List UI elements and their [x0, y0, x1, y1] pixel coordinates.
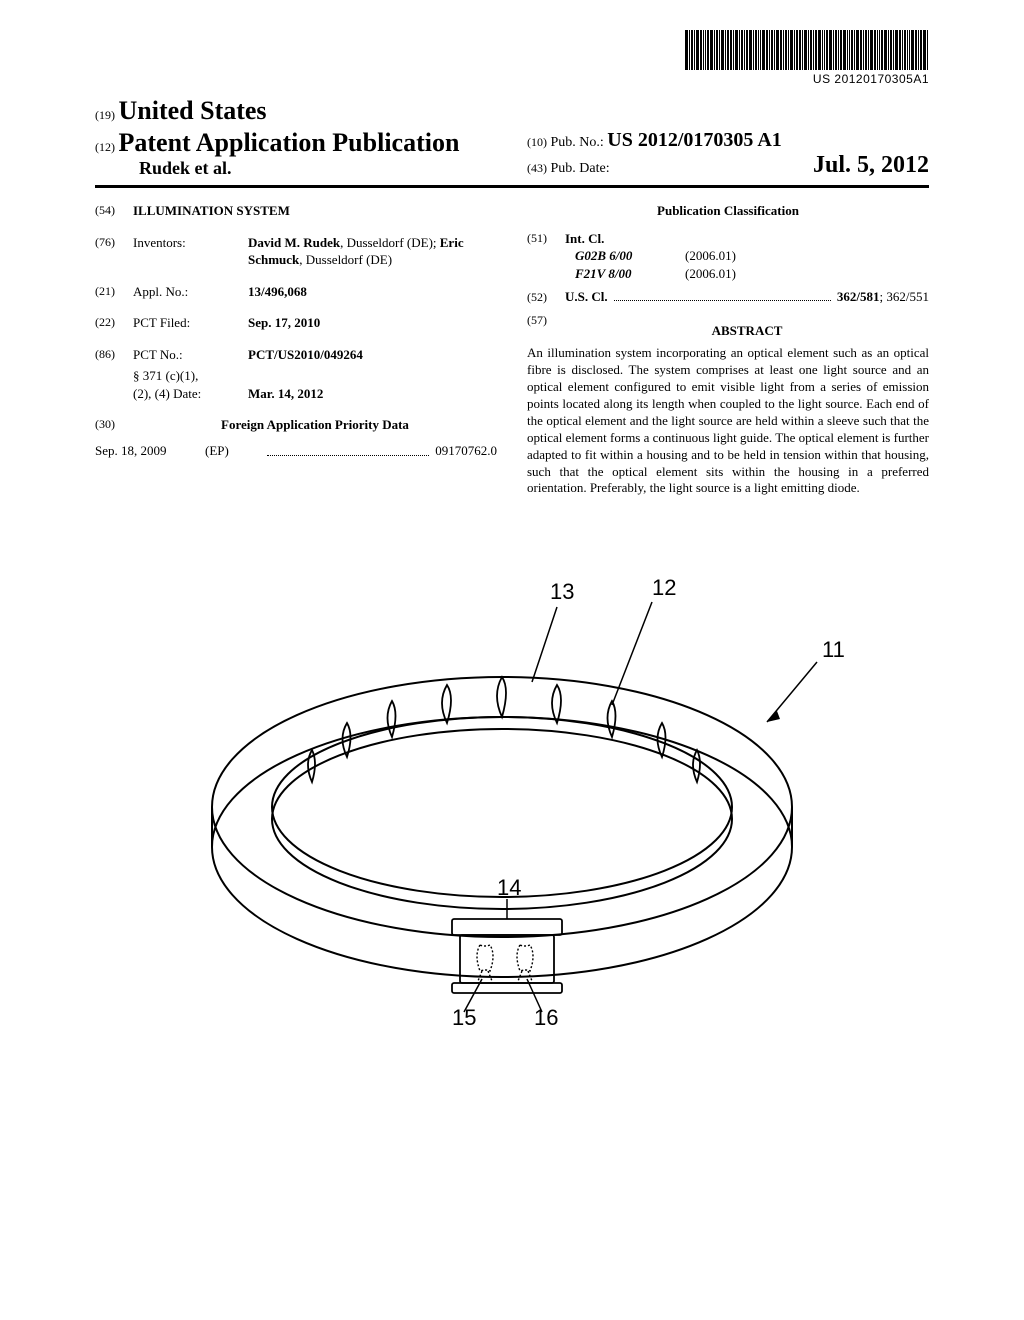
abstract-head: ABSTRACT: [565, 322, 929, 340]
inventors-row: (76) Inventors: David M. Rudek, Dusseldo…: [95, 234, 497, 269]
inventor-1-loc: , Dusseldorf (DE);: [340, 235, 436, 250]
uscl-code: (52): [527, 289, 565, 305]
fig-label-13: 13: [550, 579, 574, 604]
pctfiled-label: PCT Filed:: [133, 314, 248, 332]
bib-left-column: (54) ILLUMINATION SYSTEM (76) Inventors:…: [95, 202, 497, 497]
title-row: (54) ILLUMINATION SYSTEM: [95, 202, 497, 220]
foreign-country: (EP): [205, 442, 265, 460]
abstract-code: (57): [527, 312, 565, 346]
barcode: US 20120170305A1: [685, 30, 929, 86]
applno-value: 13/496,068: [248, 284, 307, 299]
abstract-head-row: (57) ABSTRACT: [527, 312, 929, 346]
bibliographic: (54) ILLUMINATION SYSTEM (76) Inventors:…: [95, 202, 929, 497]
pubclass-head: Publication Classification: [527, 202, 929, 220]
fig-label-15: 15: [452, 1005, 476, 1027]
fig-label-11: 11: [822, 637, 845, 662]
intcl-block: (51) Int. Cl. G02B 6/00 (2006.01) F21V 8…: [527, 230, 929, 283]
s371-label-1: § 371 (c)(1),: [133, 368, 198, 383]
barcode-region: US 20120170305A1: [95, 30, 929, 88]
foreign-date: Sep. 18, 2009: [95, 442, 205, 460]
foreign-head-row: (30) Foreign Application Priority Data: [95, 416, 497, 434]
uscl-values: 362/581; 362/551: [837, 288, 929, 306]
authors-line: Rudek et al.: [95, 158, 497, 179]
uscl-row: (52) U.S. Cl. 362/581; 362/551: [527, 288, 929, 306]
foreign-priority-row: Sep. 18, 2009 (EP) 09170762.0: [95, 442, 497, 460]
header-rule: [95, 185, 929, 188]
pubno-value: US 2012/0170305 A1: [607, 129, 781, 151]
pubno-line: (10) Pub. No.: US 2012/0170305 A1: [527, 129, 929, 152]
foreign-head: Foreign Application Priority Data: [221, 417, 409, 432]
inventor-2-loc: , Dusseldorf (DE): [299, 252, 392, 267]
applno-code: (21): [95, 283, 133, 301]
pctfiled-row: (22) PCT Filed: Sep. 17, 2010: [95, 314, 497, 332]
country-line: (19) United States: [95, 96, 497, 126]
intcl-code-1: F21V 8/00: [575, 265, 685, 283]
bib-right-column: Publication Classification (51) Int. Cl.…: [527, 202, 929, 497]
invention-title: ILLUMINATION SYSTEM: [133, 202, 497, 220]
foreign-appnum: 09170762.0: [435, 442, 497, 460]
pctno-label: PCT No.:: [133, 346, 248, 364]
inventors-value: David M. Rudek, Dusseldorf (DE); Eric Sc…: [248, 234, 497, 269]
uscl-label: U.S. Cl.: [565, 289, 608, 304]
country-name: United States: [119, 96, 267, 125]
applno-label: Appl. No.:: [133, 283, 248, 301]
barcode-bars: [685, 30, 929, 70]
fig-label-16: 16: [534, 1005, 558, 1027]
pub-kind: Patent Application Publication: [119, 128, 460, 157]
pubdate-code: (43): [527, 161, 547, 175]
s371-label: § 371 (c)(1), (2), (4) Date:: [133, 367, 248, 402]
pctno-row: (86) PCT No.: PCT/US2010/049264: [95, 346, 497, 364]
pctfiled-code: (22): [95, 314, 133, 332]
figure-region: 13 12 11 14 15 16: [95, 547, 929, 1027]
fig-label-12: 12: [652, 575, 676, 600]
uscl-dots: [614, 300, 831, 301]
intcl-entry: F21V 8/00 (2006.01): [575, 265, 736, 283]
foreign-dots: [267, 455, 429, 456]
pub-kind-line: (12) Patent Application Publication: [95, 128, 497, 158]
country-code: (19): [95, 108, 115, 122]
s371-value: Mar. 14, 2012: [248, 386, 323, 401]
inventors-label: Inventors:: [133, 234, 248, 269]
pubdate-value: Jul. 5, 2012: [813, 152, 929, 179]
fig-label-14: 14: [497, 875, 521, 900]
intcl-label: Int. Cl.: [565, 231, 604, 246]
abstract-text: An illumination system incorporating an …: [527, 345, 929, 497]
intcl-code: (51): [527, 230, 565, 283]
patent-figure: 13 12 11 14 15 16: [162, 547, 862, 1027]
applno-row: (21) Appl. No.: 13/496,068: [95, 283, 497, 301]
uscl-secondary: ; 362/551: [880, 289, 929, 304]
intcl-codes: G02B 6/00 (2006.01) F21V 8/00 (2006.01): [575, 247, 736, 282]
pctno-value: PCT/US2010/049264: [248, 347, 363, 362]
intcl-entry: G02B 6/00 (2006.01): [575, 247, 736, 265]
document-header: (19) United States (12) Patent Applicati…: [95, 96, 929, 179]
pub-kind-code: (12): [95, 140, 115, 154]
s371-row: § 371 (c)(1), (2), (4) Date: Mar. 14, 20…: [95, 367, 497, 402]
pubdate-line: (43) Pub. Date: Jul. 5, 2012: [527, 152, 929, 179]
intcl-code-0: G02B 6/00: [575, 247, 685, 265]
inventor-1-name: David M. Rudek: [248, 235, 340, 250]
intcl-ver-1: (2006.01): [685, 265, 736, 283]
pubno-label: Pub. No.:: [551, 135, 604, 150]
pubno-code: (10): [527, 135, 547, 149]
title-code: (54): [95, 202, 133, 220]
foreign-code: (30): [95, 416, 133, 434]
pubdate-label: Pub. Date:: [551, 161, 610, 176]
s371-label-2: (2), (4) Date:: [133, 386, 201, 401]
barcode-text: US 20120170305A1: [685, 72, 929, 86]
intcl-ver-0: (2006.01): [685, 247, 736, 265]
inventors-code: (76): [95, 234, 133, 269]
uscl-primary: 362/581: [837, 289, 880, 304]
pctfiled-value: Sep. 17, 2010: [248, 315, 320, 330]
pctno-code: (86): [95, 346, 133, 364]
